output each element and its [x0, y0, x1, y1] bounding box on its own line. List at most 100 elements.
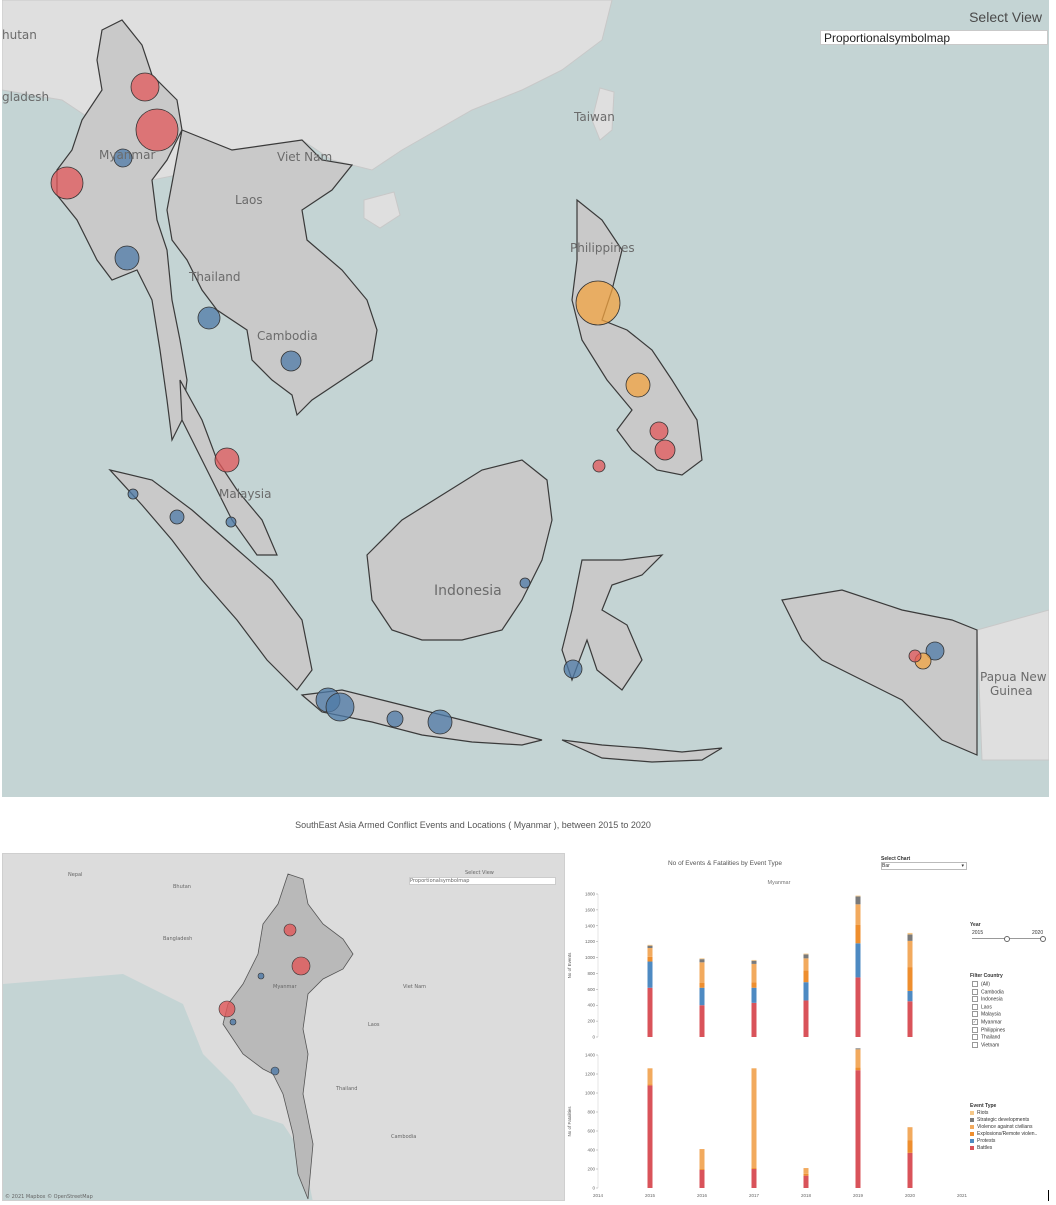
symbol-battles — [649, 421, 669, 441]
small-map-canvas[interactable] — [3, 854, 565, 1201]
bar-segment — [907, 1127, 913, 1141]
bar-segment — [803, 1168, 809, 1174]
select-chart-dropdown[interactable]: Bar ▾ — [881, 862, 967, 870]
symbol-protests — [113, 148, 133, 168]
bar-segment — [907, 934, 913, 941]
country-option-label: Cambodia — [981, 988, 1004, 995]
y-tick-label: 1200 — [585, 1072, 596, 1077]
country-option-philippines[interactable]: Philippines — [972, 1026, 1005, 1033]
small-map-label-bangladesh: Bangladesh — [163, 936, 193, 942]
x-tick-label: 2014 — [593, 1193, 604, 1198]
myanmar-map[interactable]: Nepal Bhutan Bangladesh Myanmar Viet Nam… — [2, 853, 565, 1201]
country-option-vietnam[interactable]: Vietnam — [972, 1041, 999, 1048]
symbol-protests — [197, 306, 221, 330]
country-option-laos[interactable]: Laos — [972, 1003, 992, 1011]
small-select-view-dropdown[interactable]: Proportionalsymbolmap — [409, 877, 556, 885]
legend-item[interactable]: Battles — [970, 1145, 992, 1151]
small-map-label-myanmar: Myanmar — [273, 984, 297, 990]
country-option-cambodia[interactable]: Cambodia — [972, 988, 1004, 995]
year-min-label: 2015 — [972, 930, 984, 936]
bar-segment — [907, 1001, 913, 1037]
x-tick-label: 2015 — [645, 1193, 656, 1198]
legend-item[interactable]: Violence against civilians — [970, 1124, 1033, 1130]
hainan-land — [363, 191, 401, 229]
select-view-dropdown[interactable]: Proportionalsymbolmap — [820, 30, 1048, 45]
chart-title: No of Events & Fatalities by Event Type — [668, 860, 782, 867]
bar-segment — [803, 953, 809, 955]
bar-segment — [751, 963, 757, 983]
checkbox-icon[interactable]: ✓ — [972, 1019, 978, 1025]
proportional-symbol-map[interactable]: hutan gladesh Taiwan Myanmar Viet Nam La… — [2, 0, 1049, 797]
country-option-thailand[interactable]: Thailand — [972, 1034, 1000, 1041]
y-tick-label: 0 — [592, 1035, 595, 1040]
country-option-label: (All) — [981, 981, 990, 988]
small-map-label-thailand: Thailand — [336, 1086, 358, 1092]
symbol-protests — [225, 516, 237, 528]
country-option-malaysia[interactable]: Malaysia — [972, 1011, 1001, 1018]
x-tick-label: 2019 — [853, 1193, 864, 1198]
y-tick-label: 200 — [587, 1019, 595, 1024]
checkbox-icon[interactable] — [972, 981, 978, 987]
country-option-myanmar[interactable]: ✓ Myanmar — [972, 1019, 1002, 1025]
country-option-label: Myanmar — [981, 1019, 1002, 1026]
legend-label: Strategic developments — [977, 1117, 1030, 1123]
bar-segment — [647, 1068, 653, 1085]
bar-segment — [855, 904, 861, 925]
checkbox-icon[interactable] — [972, 988, 978, 995]
year-slider-handle-min[interactable] — [1004, 936, 1010, 942]
bar-segment — [803, 982, 809, 1001]
bar-segment — [699, 959, 705, 963]
country-option-label: Laos — [981, 1004, 992, 1011]
year-max-label: 2020 — [1032, 930, 1044, 936]
legend-item[interactable]: Explosions/Remote violen.. — [970, 1131, 1037, 1137]
checkbox-icon[interactable] — [972, 1003, 978, 1010]
map-canvas[interactable] — [2, 0, 1049, 797]
map-label-philippines: Philippines — [570, 241, 635, 255]
checkbox-icon[interactable] — [972, 1041, 978, 1048]
country-option-all[interactable]: (All) — [972, 981, 990, 987]
bar-segment — [855, 1070, 861, 1188]
y-tick-label: 1200 — [585, 939, 596, 944]
y-tick-label: 1000 — [585, 955, 596, 960]
bar-segment — [751, 1168, 757, 1169]
checkbox-icon[interactable] — [972, 1011, 978, 1018]
small-select-view-label: Select View — [465, 870, 494, 876]
bar-segment — [907, 940, 913, 968]
bar-segment — [699, 962, 705, 983]
bar-segment — [855, 1048, 861, 1050]
bar-segment — [855, 924, 861, 944]
small-map-label-nepal: Nepal — [68, 872, 83, 878]
symbol-protests — [563, 659, 583, 679]
bar-segment — [699, 1169, 705, 1170]
legend-swatch — [970, 1131, 974, 1136]
bar-segment — [803, 1175, 809, 1188]
bar-segment — [647, 987, 653, 1037]
symbol-protests — [114, 245, 140, 271]
checkbox-icon[interactable] — [972, 996, 978, 1003]
laos-vietnam-cambodia-land — [166, 129, 378, 417]
bar-segment — [647, 961, 653, 988]
checkbox-icon[interactable] — [972, 1026, 978, 1033]
symbol-protests — [386, 710, 404, 728]
malay-peninsula-land — [179, 379, 278, 556]
symbol-battles — [908, 649, 922, 663]
bar-segment — [907, 1140, 913, 1153]
bar-segment — [699, 1005, 705, 1037]
chevron-down-icon: ▾ — [961, 863, 964, 869]
checkbox-icon[interactable] — [972, 1034, 978, 1041]
country-option-indonesia[interactable]: Indonesia — [972, 996, 1003, 1003]
symbol-battles — [130, 72, 160, 102]
legend-label: Explosions/Remote violen.. — [977, 1131, 1038, 1137]
chart-subtitle: Myanmar — [768, 880, 791, 886]
legend-item[interactable]: Strategic developments — [970, 1117, 1029, 1123]
map-label-bangladesh: gladesh — [2, 90, 50, 104]
legend-label: Protests — [977, 1138, 996, 1144]
y-tick-label: 200 — [587, 1167, 595, 1172]
y-axis-label: No of Fatalities — [567, 1106, 572, 1137]
symbol-battles — [50, 166, 84, 200]
year-slider-handle-max[interactable] — [1040, 936, 1046, 942]
legend-item[interactable]: Protests — [970, 1138, 995, 1144]
legend-label: Riots — [977, 1110, 989, 1116]
legend-item[interactable]: Riots — [970, 1110, 988, 1116]
bar-segment — [855, 943, 861, 978]
